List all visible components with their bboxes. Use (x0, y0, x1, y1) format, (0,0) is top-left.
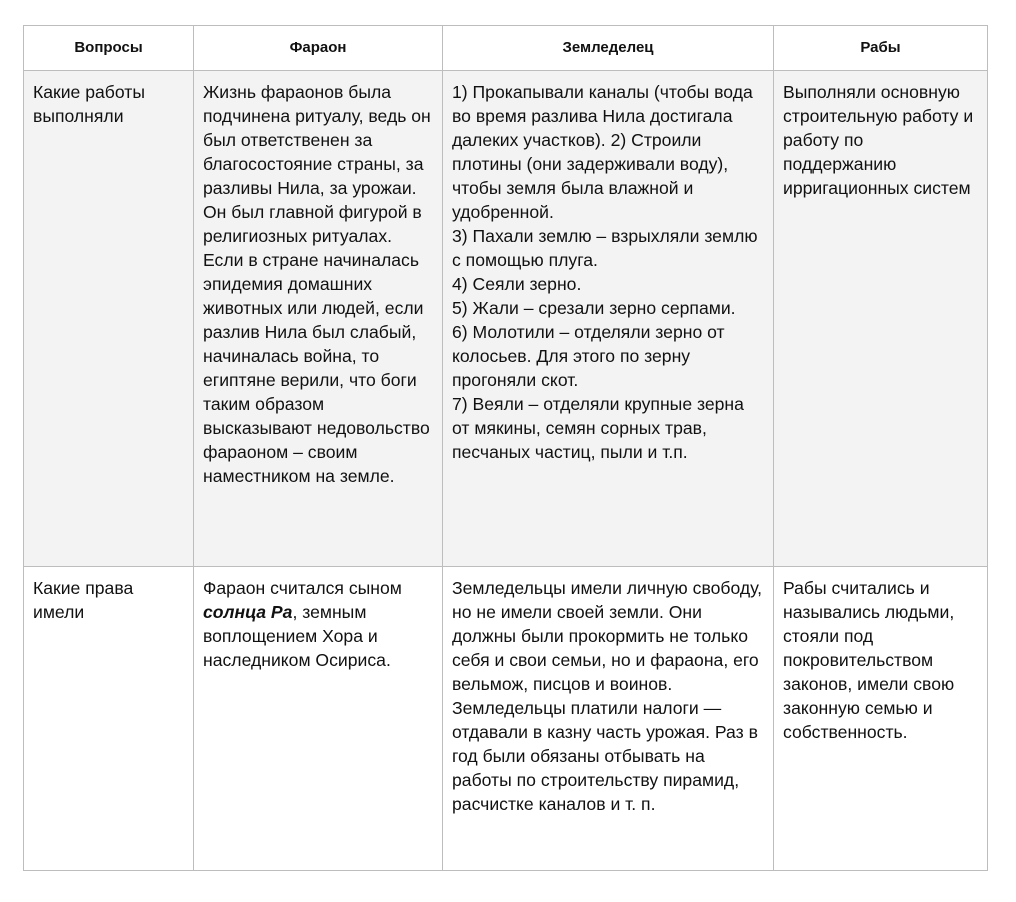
farmer-item: 1) Прокапывали каналы (чтобы вода во вре… (452, 82, 753, 222)
farmer-item: 3) Пахали землю – взрыхляли землю с помо… (452, 226, 758, 270)
table-row: Какие права имели Фараон считался сыном … (23, 566, 988, 871)
pharaoh-cell: Фараон считался сыном солнца Ра, земным … (193, 566, 443, 871)
question-cell: Какие права имели (23, 566, 194, 871)
header-slaves: Рабы (773, 25, 988, 71)
header-row: Вопросы Фараон Земледелец Рабы (23, 25, 988, 71)
header-questions: Вопросы (23, 25, 194, 71)
slaves-cell: Выполняли основную строительную работу и… (773, 70, 988, 567)
farmer-item: 6) Молотили – отделяли зерно от колосьев… (452, 322, 725, 390)
text: Фараон считался сыном (203, 578, 402, 598)
pharaoh-cell: Жизнь фараонов была подчинена ритуалу, в… (193, 70, 443, 567)
table-row: Какие работы выполняли Жизнь фараонов бы… (23, 70, 988, 567)
farmer-item: 4) Сеяли зерно. (452, 274, 582, 294)
farmer-cell: Земледельцы имели личную свободу, но не … (442, 566, 774, 871)
comparison-table: Вопросы Фараон Земледелец Рабы Какие раб… (23, 25, 988, 871)
emphasis-text: солнца Ра (203, 602, 293, 622)
header-pharaoh: Фараон (193, 25, 443, 71)
question-cell: Какие работы выполняли (23, 70, 194, 567)
farmer-item: 5) Жали – срезали зерно серпами. (452, 298, 736, 318)
farmer-cell: 1) Прокапывали каналы (чтобы вода во вре… (442, 70, 774, 567)
text: , земным воплощением Хора и наследником … (203, 602, 391, 670)
slaves-cell: Рабы считались и назывались людьми, стоя… (773, 566, 988, 871)
header-farmer: Земледелец (442, 25, 774, 71)
farmer-item: 7) Веяли – отделяли крупные зерна от мяк… (452, 394, 744, 462)
